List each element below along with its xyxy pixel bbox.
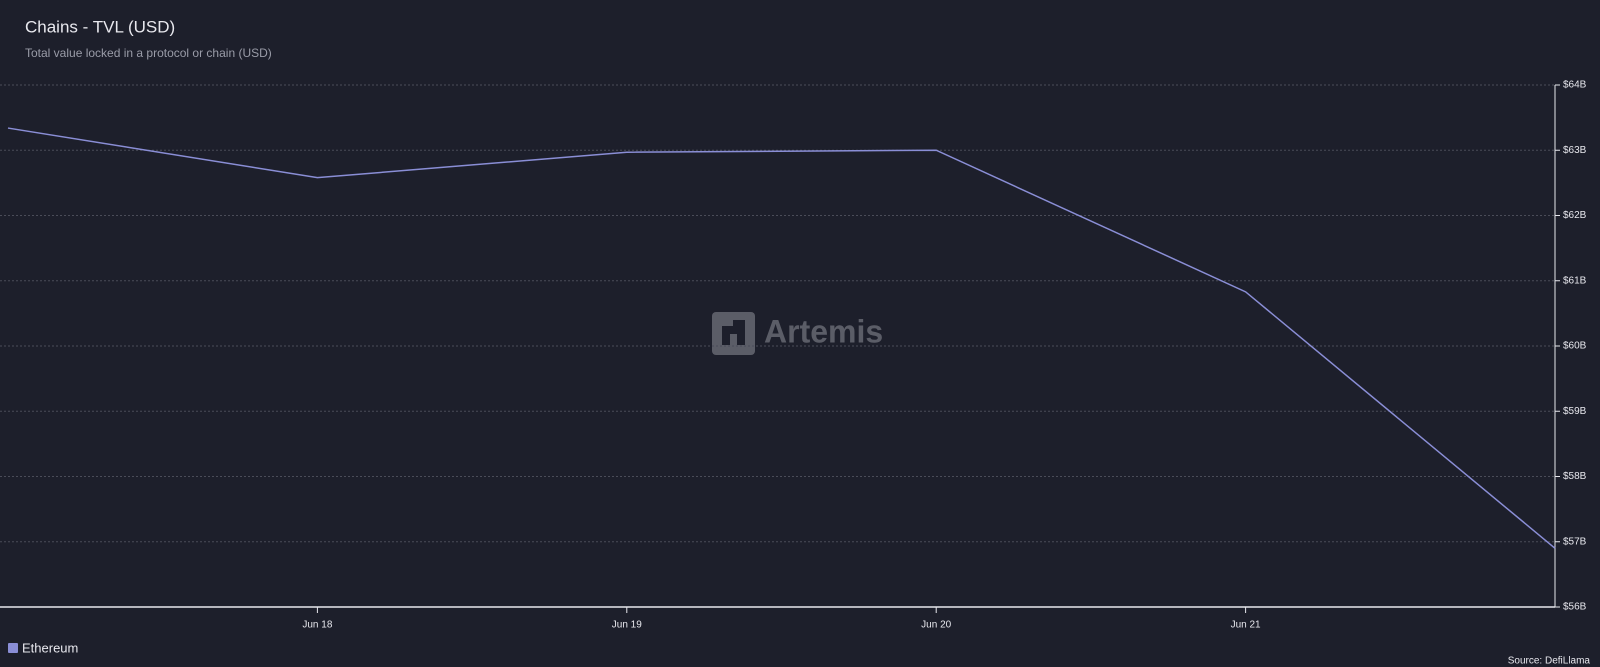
source-note: Source: DefiLlama <box>1508 656 1591 667</box>
y-tick-label: $60B <box>1563 341 1587 352</box>
chart-subtitle: Total value locked in a protocol or chai… <box>25 46 272 60</box>
x-tick-label: Jun 20 <box>921 620 951 631</box>
legend-swatch <box>8 643 18 653</box>
watermark: Artemis <box>712 312 883 355</box>
x-tick-label: Jun 21 <box>1231 620 1261 631</box>
legend-label: Ethereum <box>22 640 78 655</box>
watermark-glyph <box>722 320 745 345</box>
y-tick-label: $56B <box>1563 602 1587 613</box>
watermark-text: Artemis <box>764 313 883 349</box>
watermark-icon <box>712 312 755 355</box>
y-tick-label: $58B <box>1563 471 1587 482</box>
y-tick-label: $59B <box>1563 406 1587 417</box>
x-tick-label: Jun 19 <box>612 620 642 631</box>
x-tick-label: Jun 18 <box>302 620 332 631</box>
y-tick-label: $61B <box>1563 275 1587 286</box>
y-tick-label: $57B <box>1563 536 1587 547</box>
y-tick-label: $63B <box>1563 145 1587 156</box>
data-line <box>7 127 1556 549</box>
chart-title: Chains - TVL (USD) <box>25 17 175 36</box>
y-tick-label: $62B <box>1563 210 1587 221</box>
y-tick-label: $64B <box>1563 80 1587 91</box>
